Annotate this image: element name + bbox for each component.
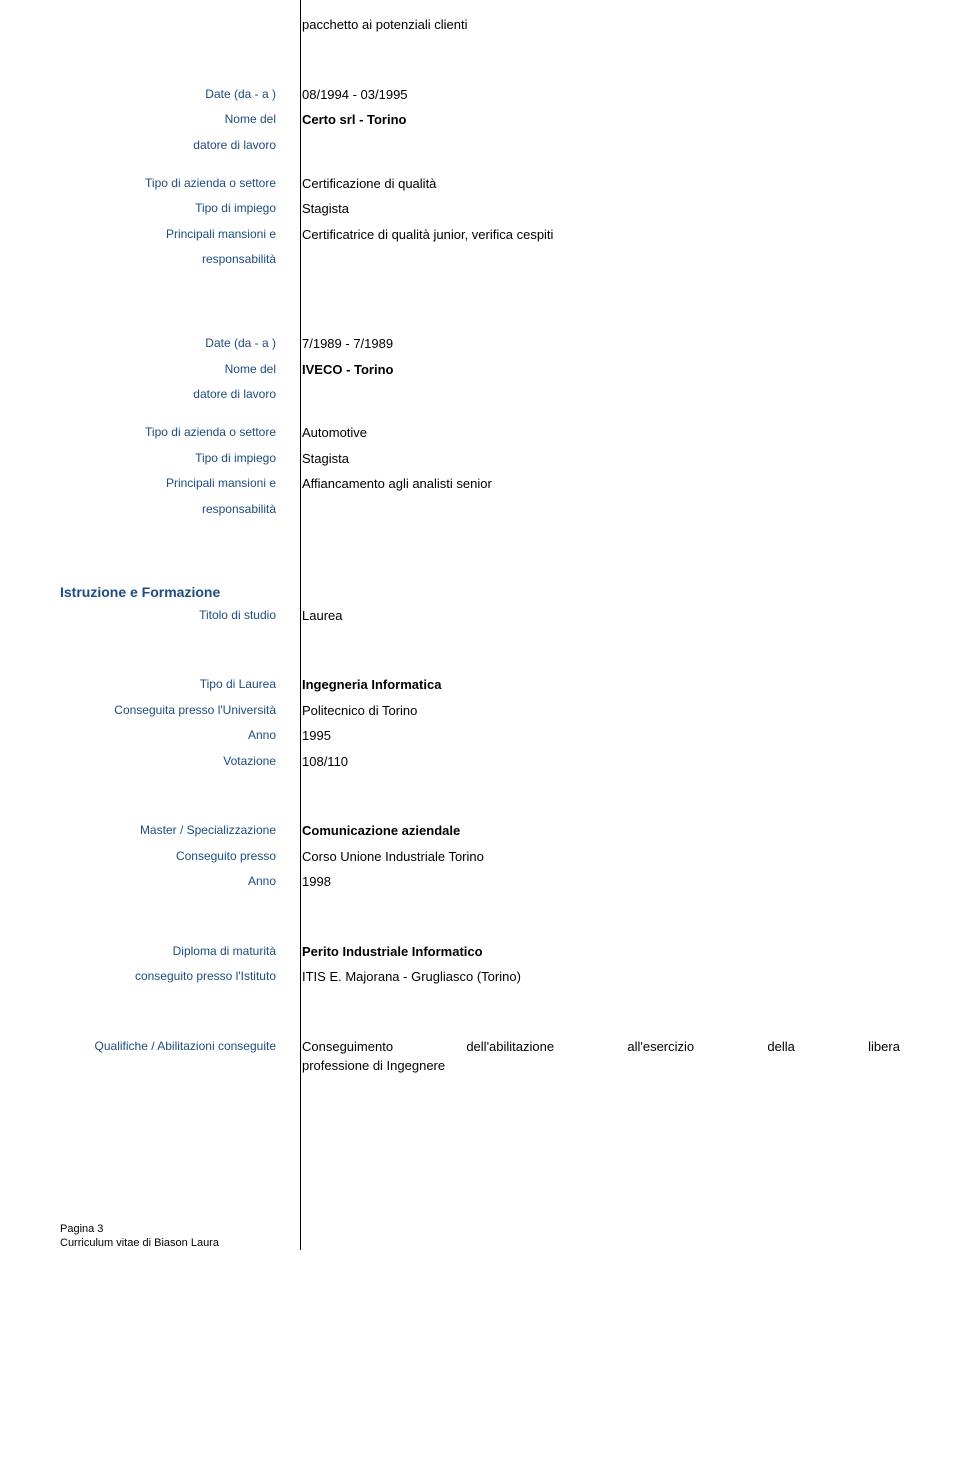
qualif-value: Conseguimento dell'abilitazione all'eser… xyxy=(288,1037,900,1076)
employer-label-1: Nome del xyxy=(60,360,288,380)
sector-value: Certificazione di qualità xyxy=(288,174,900,194)
title-value: Laurea xyxy=(288,606,900,626)
education-heading: Istruzione e Formazione xyxy=(60,584,288,600)
diploma-value: Perito Industriale Informatico xyxy=(288,942,900,962)
grade-value: 108/110 xyxy=(288,752,900,772)
employer-label-2: datore di lavoro xyxy=(60,385,288,403)
sector-value: Automotive xyxy=(288,423,900,443)
grade-label: Votazione xyxy=(60,752,288,772)
duties-label-1: Principali mansioni e xyxy=(60,474,288,494)
year-value: 1995 xyxy=(288,726,900,746)
role-label: Tipo di impiego xyxy=(60,449,288,469)
page-footer: Pagina 3 Curriculum vitae di Biason Laur… xyxy=(60,1222,900,1251)
university-value: Politecnico di Torino xyxy=(288,701,900,721)
date-label: Date (da - a ) xyxy=(60,334,288,354)
footer-title: Curriculum vitae di Biason Laura xyxy=(60,1236,900,1250)
footer-page: Pagina 3 xyxy=(60,1222,900,1236)
degree-value: Ingegneria Informatica xyxy=(288,675,900,695)
sector-label: Tipo di azienda o settore xyxy=(60,174,288,194)
university-label: Conseguita presso l'Università xyxy=(60,701,288,721)
employer-label-1: Nome del xyxy=(60,110,288,130)
duties-label-1: Principali mansioni e xyxy=(60,225,288,245)
date-label: Date (da - a ) xyxy=(60,85,288,105)
role-value: Stagista xyxy=(288,199,900,219)
employer-value: IVECO - Torino xyxy=(288,360,900,380)
orphan-row: pacchetto ai potenziali clienti xyxy=(60,15,900,35)
duties-value: Certificatrice di qualità junior, verifi… xyxy=(288,225,900,245)
sector-label: Tipo di azienda o settore xyxy=(60,423,288,443)
date-value: 7/1989 - 7/1989 xyxy=(288,334,900,354)
diploma-at-value: ITIS E. Majorana - Grugliasco (Torino) xyxy=(288,967,900,987)
master-at-label: Conseguito presso xyxy=(60,847,288,867)
duties-label-2: responsabilità xyxy=(60,250,288,268)
year-label: Anno xyxy=(60,726,288,746)
diploma-label: Diploma di maturità xyxy=(60,942,288,962)
master-at-value: Corso Unione Industriale Torino xyxy=(288,847,900,867)
duties-value: Affiancamento agli analisti senior xyxy=(288,474,900,494)
master-value: Comunicazione aziendale xyxy=(288,821,900,841)
orphan-text: pacchetto ai potenziali clienti xyxy=(288,15,900,35)
master-year-value: 1998 xyxy=(288,872,900,892)
role-value: Stagista xyxy=(288,449,900,469)
employer-label-2: datore di lavoro xyxy=(60,136,288,154)
title-label: Titolo di studio xyxy=(60,606,288,626)
qualif-label: Qualifiche / Abilitazioni conseguite xyxy=(60,1037,288,1076)
vertical-divider xyxy=(300,0,301,1250)
cv-page: pacchetto ai potenziali clienti Date (da… xyxy=(0,0,960,1310)
diploma-at-label: conseguito presso l'Istituto xyxy=(60,967,288,987)
degree-label: Tipo di Laurea xyxy=(60,675,288,695)
duties-label-2: responsabilità xyxy=(60,500,288,518)
master-label: Master / Specializzazione xyxy=(60,821,288,841)
employer-value: Certo srl - Torino xyxy=(288,110,900,130)
role-label: Tipo di impiego xyxy=(60,199,288,219)
date-value: 08/1994 - 03/1995 xyxy=(288,85,900,105)
master-year-label: Anno xyxy=(60,872,288,892)
